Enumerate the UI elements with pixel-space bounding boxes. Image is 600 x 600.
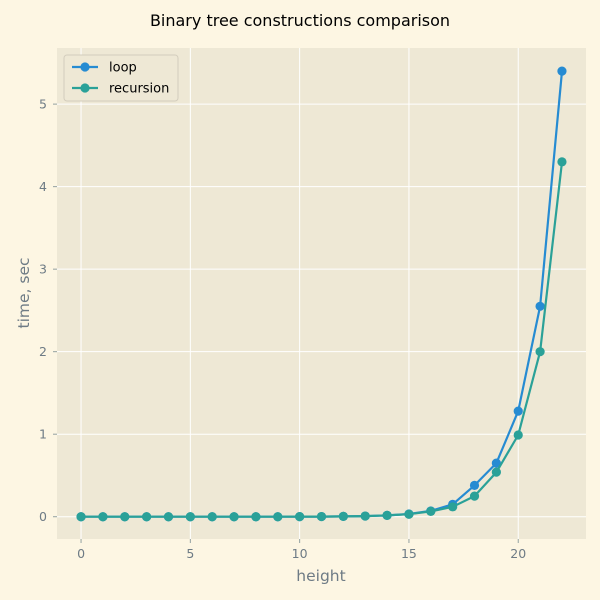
data-point (142, 512, 152, 522)
data-point (448, 502, 458, 512)
data-point (535, 301, 545, 311)
data-point (316, 511, 327, 522)
chart-title: Binary tree constructions comparison (150, 11, 450, 30)
data-point (491, 458, 501, 468)
data-point (426, 506, 436, 516)
y-tick-label: 0 (39, 509, 47, 524)
legend-label: recursion (109, 82, 169, 97)
data-point (535, 347, 545, 357)
series-group (76, 66, 567, 522)
data-point (513, 406, 523, 416)
legend-marker-recursion (80, 83, 90, 93)
data-point (557, 66, 567, 76)
data-point (98, 512, 108, 522)
y-tick-label: 1 (39, 427, 47, 442)
x-axis-label: height (296, 567, 345, 585)
data-point (338, 511, 348, 521)
y-axis-label: time, sec (15, 257, 33, 328)
legend-label: loop (109, 61, 137, 76)
data-point (513, 430, 523, 440)
data-point (469, 491, 480, 501)
y-tick-label: 5 (39, 97, 47, 112)
data-point (251, 512, 261, 522)
x-tick-label: 10 (292, 546, 308, 561)
legend: loop recursion (63, 54, 179, 102)
data-point (404, 509, 414, 519)
x-axis-ticks: 0 5 10 15 20 (77, 539, 526, 561)
y-tick-label: 3 (39, 262, 47, 277)
x-tick-label: 15 (401, 546, 417, 561)
data-point (185, 512, 195, 522)
data-point (229, 512, 239, 522)
data-point (382, 510, 392, 520)
data-point (295, 512, 305, 522)
legend-marker-loop (80, 62, 90, 72)
plot-area (57, 48, 586, 539)
data-point (163, 512, 174, 522)
data-point (469, 480, 480, 490)
series-recursion (76, 157, 567, 522)
data-point (76, 512, 86, 522)
y-tick-label: 4 (39, 179, 47, 194)
x-tick-label: 20 (510, 546, 526, 561)
data-point (491, 467, 501, 477)
data-point (557, 157, 567, 167)
data-point (207, 512, 217, 522)
data-point (360, 511, 370, 521)
y-axis-ticks: 0 1 2 3 4 5 (39, 97, 57, 524)
x-tick-label: 5 (186, 546, 194, 561)
x-tick-label: 0 (77, 546, 85, 561)
data-point (273, 512, 283, 522)
y-tick-label: 2 (39, 344, 47, 359)
data-point (120, 512, 130, 522)
